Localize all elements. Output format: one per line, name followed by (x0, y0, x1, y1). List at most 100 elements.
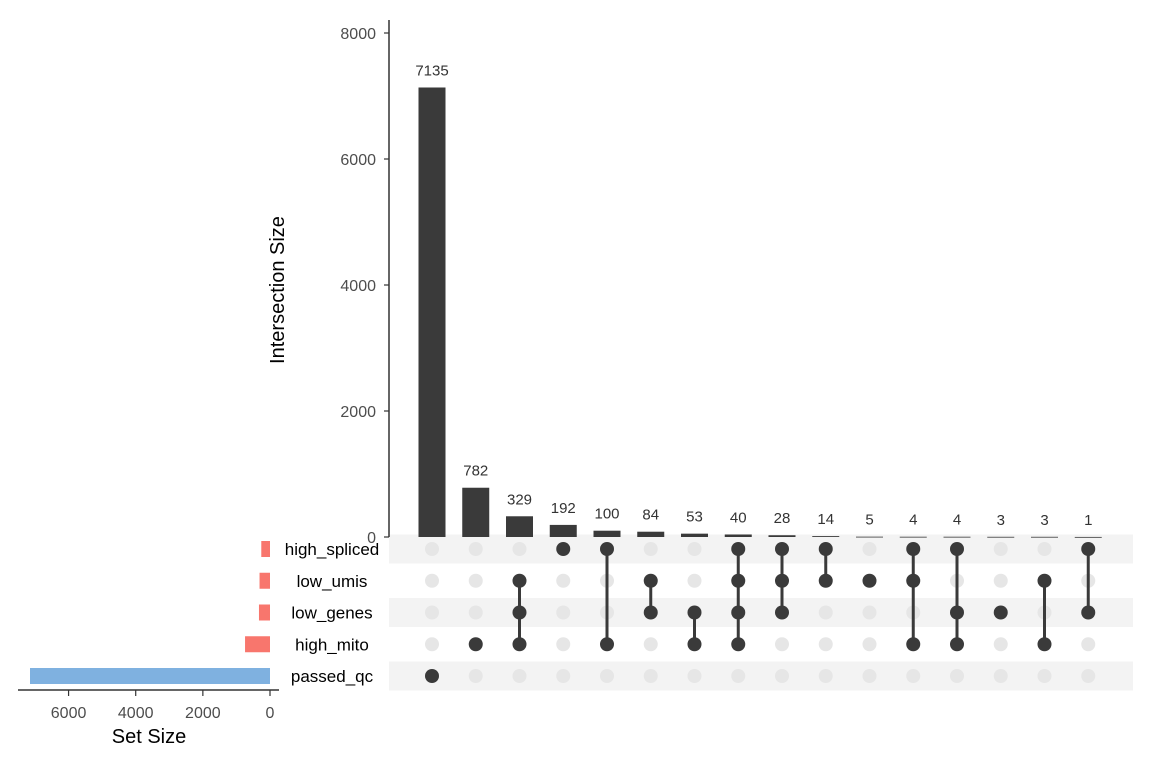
matrix-dot-active (1081, 605, 1096, 620)
matrix-dot-active (731, 605, 746, 620)
intersection-bar (1031, 536, 1058, 538)
matrix-dot-inactive (993, 573, 1008, 588)
matrix-dot-active (950, 542, 964, 556)
intersection-count-label: 192 (551, 500, 576, 517)
matrix-dot-inactive (425, 573, 439, 588)
matrix-dot-inactive (818, 669, 833, 683)
matrix-dot-inactive (862, 542, 877, 556)
intersection-bar (462, 487, 490, 537)
matrix-dot-inactive (1037, 542, 1052, 556)
matrix-dot-inactive (775, 669, 789, 683)
matrix-dot-active (687, 637, 702, 652)
intersection-bar (987, 536, 1015, 538)
matrix-dot-active (468, 637, 483, 652)
matrix-dot-inactive (425, 637, 439, 652)
matrix-dot-active (512, 605, 527, 620)
intersection-bar (943, 536, 971, 538)
matrix-stripe (389, 598, 1133, 627)
matrix-dot-inactive (600, 669, 614, 683)
intersection-bar (549, 524, 577, 537)
intersection-count-label: 5 (865, 512, 873, 529)
matrix-dot-inactive (993, 669, 1008, 683)
matrix-dot-inactive (1081, 637, 1096, 652)
matrix-dot-inactive (731, 669, 746, 683)
intersection-count-label: 53 (686, 509, 703, 526)
set-name-label: low_umis (297, 572, 368, 591)
matrix-dot-inactive (468, 605, 483, 620)
matrix-dot-active (731, 542, 746, 556)
matrix-dot-active (643, 605, 658, 620)
x-tick-label: 0 (266, 705, 275, 722)
intersection-bar (418, 87, 446, 538)
matrix-dot-inactive (993, 542, 1008, 556)
y-tick-label: 0 (367, 530, 376, 547)
matrix-dot-active (600, 542, 614, 556)
intersection-count-label: 3 (1040, 512, 1048, 529)
intersection-count-label: 782 (463, 463, 488, 480)
matrix-dot-active (643, 573, 658, 588)
y-tick-label: 4000 (340, 278, 376, 295)
matrix-dot-active (1081, 542, 1096, 556)
intersection-count-label: 1 (1084, 512, 1092, 529)
matrix-dot-active (818, 542, 833, 556)
matrix-dot-inactive (556, 605, 571, 620)
matrix-dot-active (687, 605, 702, 620)
matrix-dot-inactive (512, 669, 527, 683)
matrix-dot-inactive (906, 669, 921, 683)
matrix-dot-active (600, 637, 614, 652)
y-axis-title: Intersection Size (267, 216, 289, 364)
matrix-dot-active (906, 542, 921, 556)
matrix-dot-inactive (643, 669, 658, 683)
intersection-count-label: 100 (594, 506, 619, 523)
matrix-stripe (389, 661, 1133, 691)
matrix-dot-inactive (862, 637, 877, 652)
matrix-dot-active (950, 637, 964, 652)
matrix-dot-inactive (556, 573, 571, 588)
set-name-label: low_genes (291, 604, 372, 623)
set-size-bar (30, 668, 270, 684)
set-name-label: high_spliced (285, 540, 380, 559)
matrix-dot-active (512, 573, 527, 588)
set-name-label: high_mito (295, 635, 369, 654)
x-axis-title: Set Size (112, 726, 186, 748)
intersection-bar (1074, 536, 1102, 538)
intersection-bar (681, 533, 708, 537)
matrix-dot-inactive (862, 605, 877, 620)
intersection-count-label: 4 (953, 512, 961, 529)
matrix-dot-active (556, 542, 571, 556)
matrix-dot-inactive (643, 542, 658, 556)
matrix-dot-inactive (818, 637, 833, 652)
x-tick-label: 4000 (118, 705, 154, 722)
matrix-dot-active (993, 605, 1008, 620)
matrix-dot-active (862, 573, 877, 588)
intersection-count-label: 3 (997, 512, 1005, 529)
intersection-bar (593, 530, 621, 537)
matrix-dot-active (775, 542, 789, 556)
intersection-bar (637, 531, 665, 537)
matrix-dot-active (775, 573, 789, 588)
matrix-dot-inactive (687, 542, 702, 556)
matrix-dot-inactive (862, 669, 877, 683)
matrix-dot-active (906, 637, 921, 652)
matrix-dot-inactive (643, 637, 658, 652)
intersection-count-label: 4 (909, 512, 917, 529)
matrix-dot-inactive (993, 637, 1008, 652)
set-size-bar (261, 541, 270, 557)
intersection-bar (506, 516, 533, 537)
intersection-bar (899, 536, 927, 538)
matrix-dot-active (818, 573, 833, 588)
intersection-count-label: 329 (507, 491, 532, 508)
matrix-dot-inactive (1037, 669, 1052, 683)
matrix-dot-active (950, 605, 964, 620)
matrix-dot-inactive (556, 669, 571, 683)
matrix-dot-inactive (556, 637, 571, 652)
set-size-bar (258, 604, 270, 621)
set-name-label: passed_qc (291, 667, 374, 686)
set-size-bar (259, 572, 270, 589)
matrix-dot-active (731, 637, 746, 652)
matrix-dot-inactive (425, 605, 439, 620)
x-tick-label: 2000 (185, 705, 221, 722)
intersection-bar (812, 536, 840, 537)
intersection-bar (768, 535, 796, 537)
